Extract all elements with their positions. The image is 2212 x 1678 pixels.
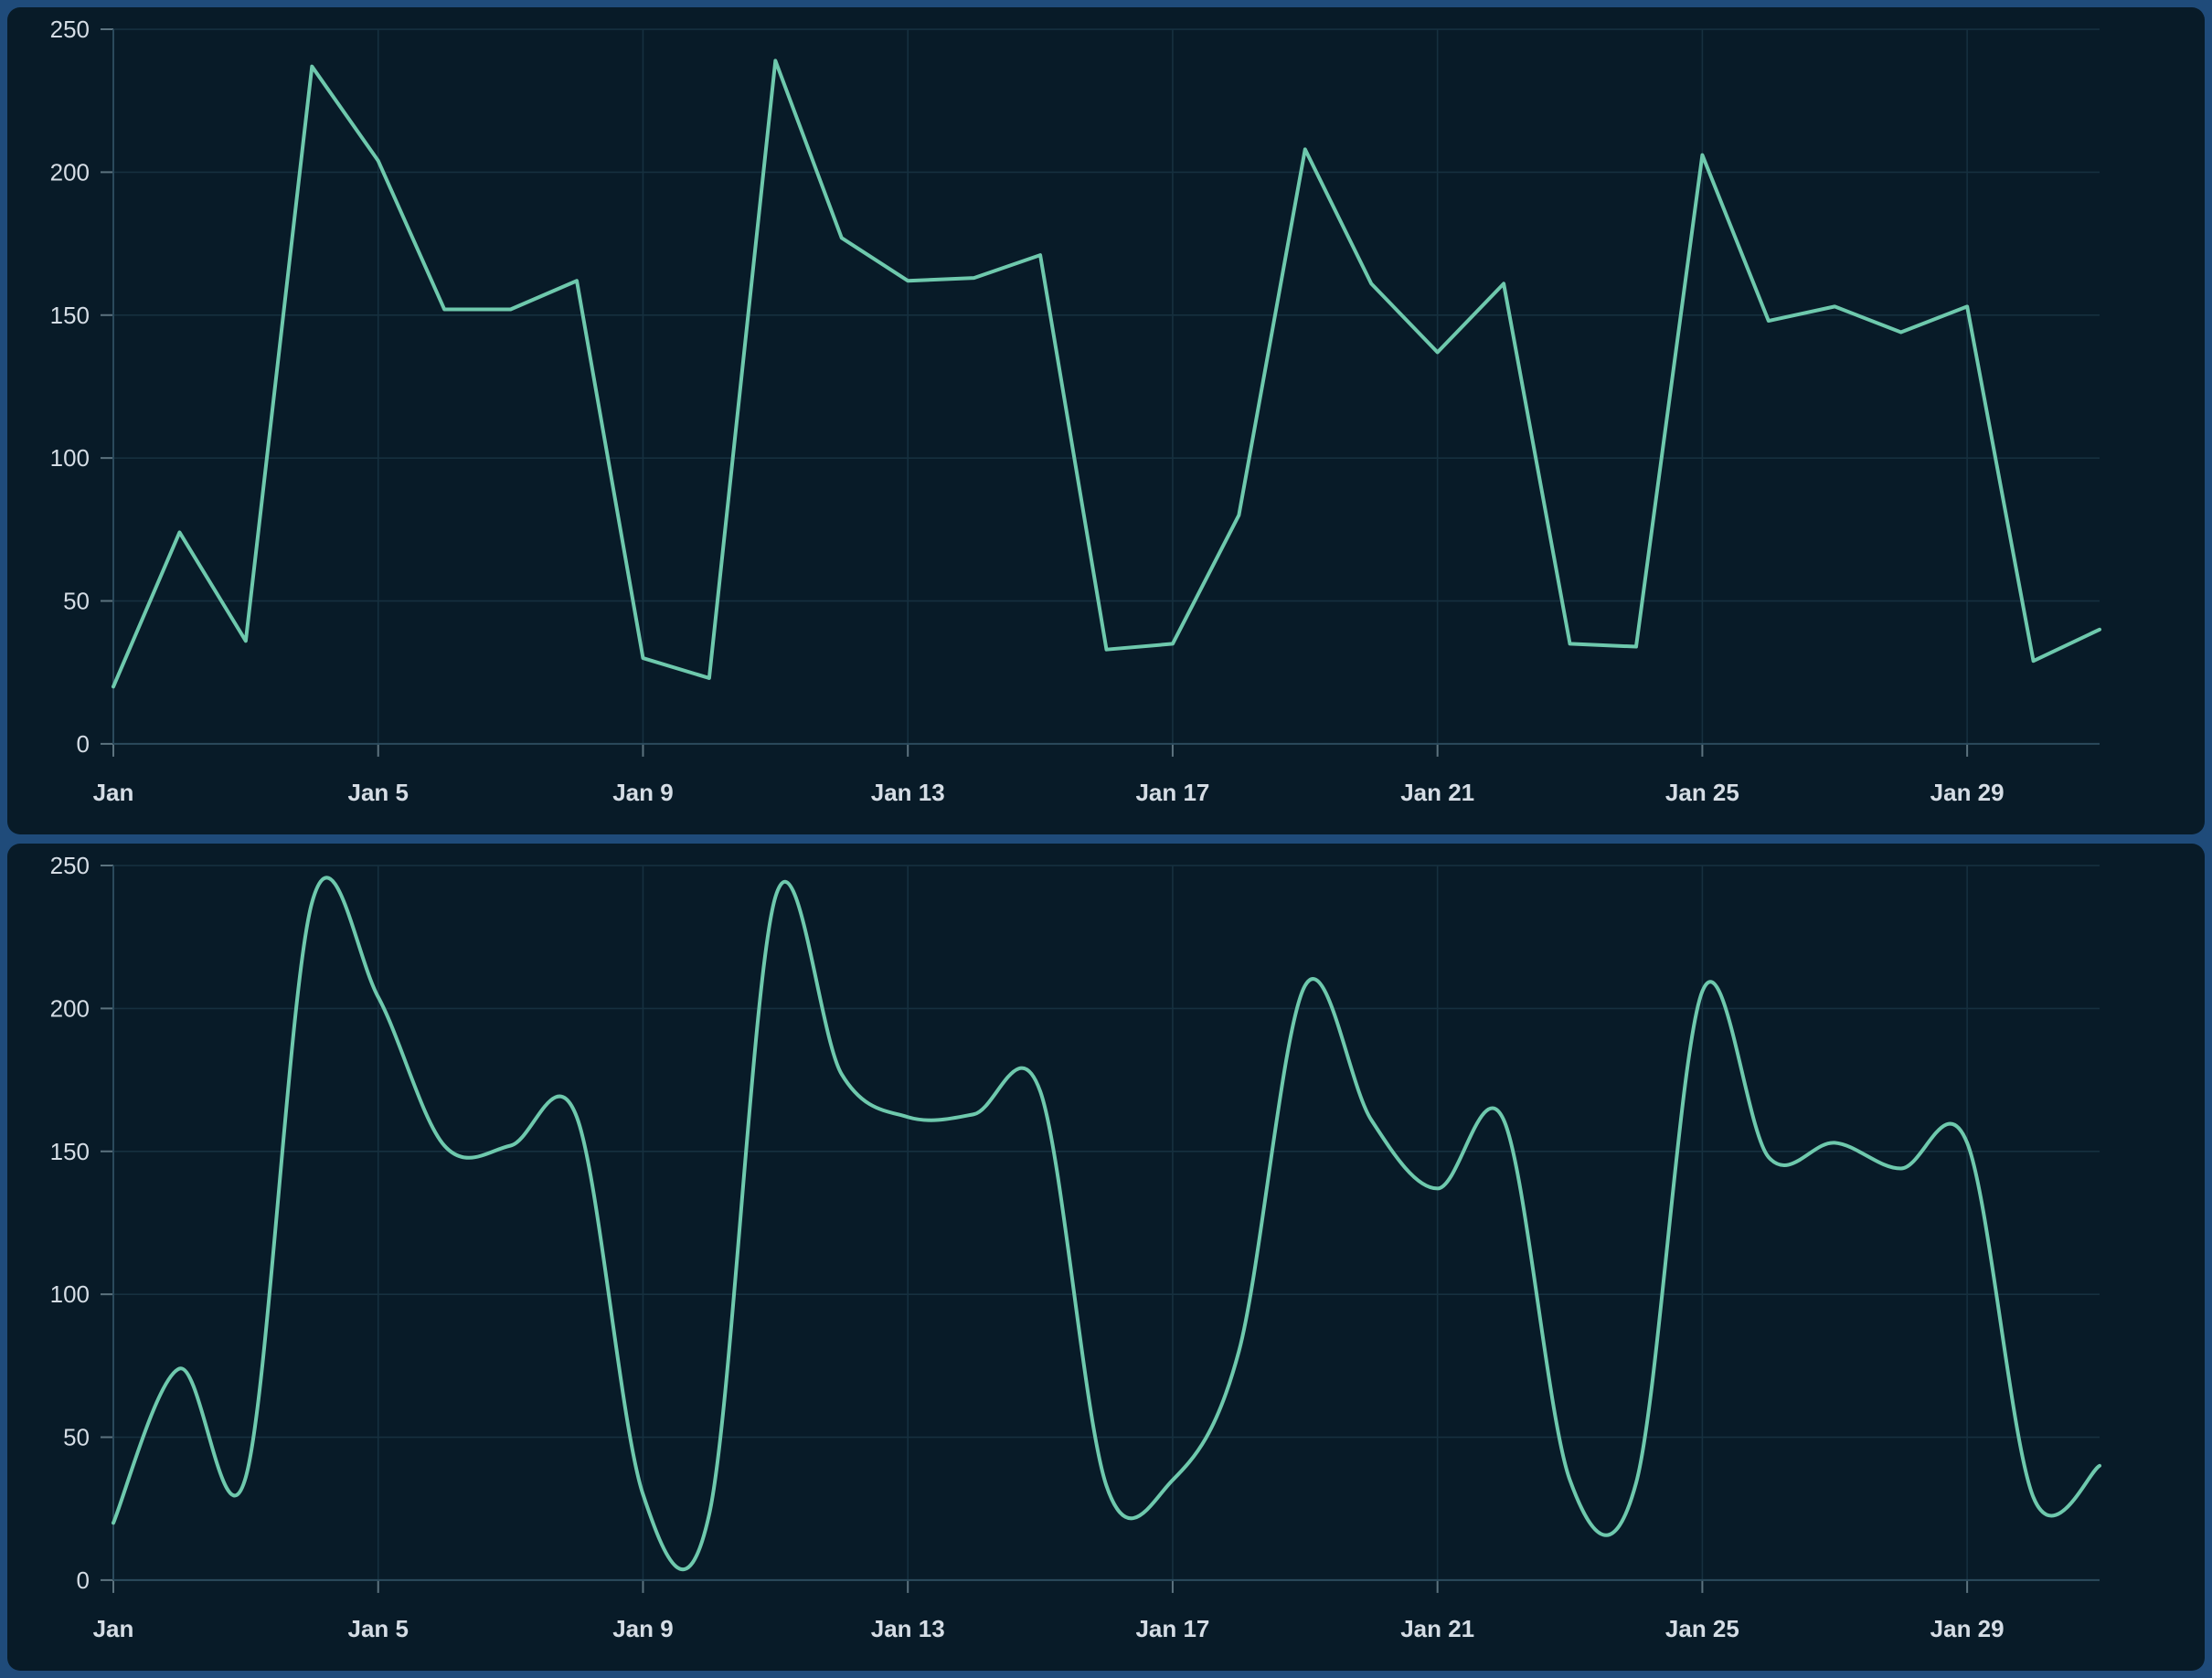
y-axis-tick-label: 250 (50, 16, 90, 43)
y-axis-tick-label: 50 (63, 588, 90, 615)
y-axis-tick-label: 50 (63, 1424, 90, 1451)
x-axis-tick-label: Jan 29 (1930, 779, 2005, 806)
y-axis-tick-label: 200 (50, 158, 90, 186)
series-line-value (112, 58, 2101, 689)
x-axis-tick-label: Jan 17 (1135, 779, 1209, 806)
series-line-value (112, 876, 2101, 1572)
x-axis-tick-label: Jan 25 (1665, 1615, 1739, 1642)
bottom-chart-panel[interactable]: 0 50 100 150 200 250 Jan Jan 5 Jan 9 Jan 13 Jan 17… (7, 844, 2205, 1671)
y-axis-tick-label: 100 (50, 1280, 90, 1308)
x-axis-tick-label: Jan 9 (612, 779, 673, 806)
y-axis-tick-label: 150 (50, 302, 90, 329)
x-axis-tick-label: Jan 21 (1400, 1615, 1474, 1642)
x-axis-tick-label: Jan (93, 779, 134, 806)
y-axis-tick-label: 250 (50, 852, 90, 879)
x-axis-tick-label: Jan 13 (871, 1615, 945, 1642)
y-axis-tick-label: 0 (77, 730, 90, 758)
x-axis-tick-label: Jan 25 (1665, 779, 1739, 806)
y-axis-tick-label: 0 (77, 1566, 90, 1594)
x-axis-tick-label: Jan 21 (1400, 779, 1474, 806)
y-axis-tick-label: 150 (50, 1138, 90, 1165)
x-axis-tick-label: Jan 5 (348, 1615, 409, 1642)
x-axis-tick-label: Jan 9 (612, 1615, 673, 1642)
smooth-line-chart[interactable]: 0 50 100 150 200 250 Jan Jan 5 Jan 9 Jan 13 Jan 17… (7, 844, 2205, 1671)
linear-line-chart[interactable]: 0 50 100 150 200 250 Jan Jan 5 Jan 9 Jan 13 Jan 17… (7, 7, 2205, 834)
x-axis-tick-label: Jan 17 (1135, 1615, 1209, 1642)
y-axis-tick-label: 200 (50, 994, 90, 1022)
y-axis-tick-label: 100 (50, 444, 90, 472)
top-chart-panel[interactable]: 0 50 100 150 200 250 Jan Jan 5 Jan 9 Jan 13 Jan 17… (7, 7, 2205, 834)
x-axis-tick-label: Jan 29 (1930, 1615, 2005, 1642)
x-axis-tick-label: Jan 5 (348, 779, 409, 806)
x-axis-tick-label: Jan (93, 1615, 134, 1642)
x-axis-tick-label: Jan 13 (871, 779, 945, 806)
